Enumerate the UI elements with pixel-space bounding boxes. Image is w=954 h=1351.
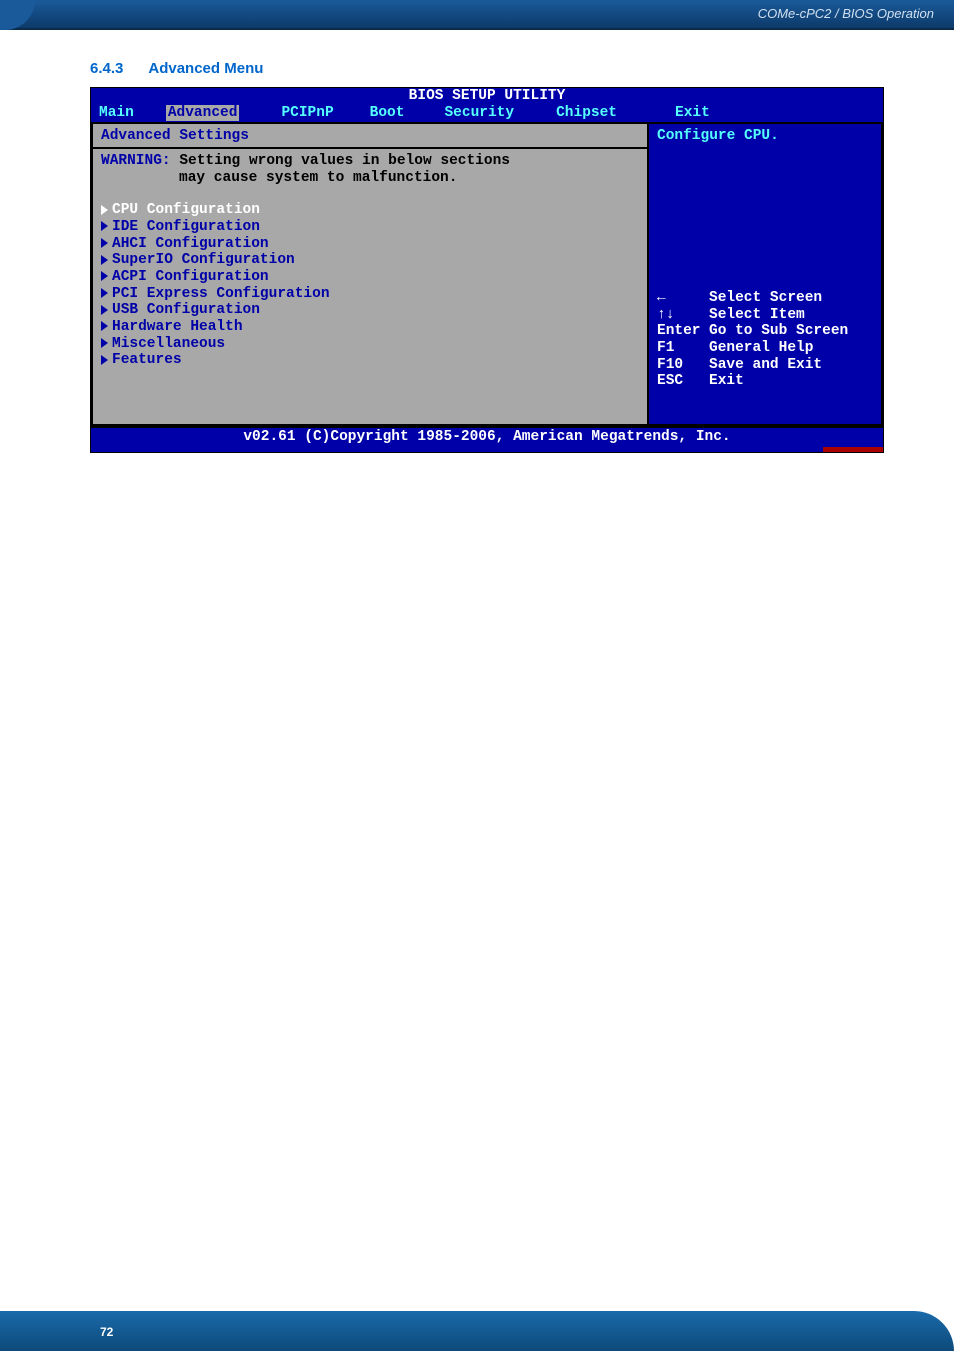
config-item-usb-configuration[interactable]: USB Configuration <box>101 302 639 319</box>
menu-tab-advanced[interactable]: Advanced <box>166 105 240 122</box>
config-item-label: Miscellaneous <box>112 336 225 352</box>
key-name: ← <box>657 290 709 307</box>
config-item-ahci-configuration[interactable]: AHCI Configuration <box>101 236 639 253</box>
header-breadcrumb: COMe-cPC2 / BIOS Operation <box>758 6 934 21</box>
section-heading: 6.4.3 Advanced Menu <box>90 60 884 77</box>
bios-bottom-strip <box>91 447 883 452</box>
submenu-arrow-icon <box>101 321 108 331</box>
key-description: Go to Sub Screen <box>709 323 848 340</box>
config-item-hardware-health[interactable]: Hardware Health <box>101 319 639 336</box>
config-item-label: SuperIO Configuration <box>112 252 295 268</box>
submenu-arrow-icon <box>101 255 108 265</box>
config-item-label: CPU Configuration <box>112 202 260 218</box>
key-help-block: ←Select Screen↑↓Select ItemEnterGo to Su… <box>657 290 873 390</box>
submenu-arrow-icon <box>101 205 108 215</box>
strip-segment <box>171 447 823 452</box>
key-help-row: EnterGo to Sub Screen <box>657 323 873 340</box>
config-item-label: AHCI Configuration <box>112 236 269 252</box>
config-item-label: Hardware Health <box>112 319 243 335</box>
menu-tab-main[interactable]: Main <box>99 105 134 122</box>
submenu-arrow-icon <box>101 305 108 315</box>
submenu-arrow-icon <box>101 338 108 348</box>
key-name: ESC <box>657 373 709 390</box>
menu-tab-chipset[interactable]: Chipset <box>556 105 617 122</box>
submenu-arrow-icon <box>101 238 108 248</box>
header-curve-decoration <box>0 0 35 30</box>
warning-row: WARNING: Setting wrong values in below s… <box>101 153 639 170</box>
bios-body: Advanced Settings WARNING: Setting wrong… <box>91 122 883 426</box>
page-footer-bar: 72 <box>0 1311 954 1351</box>
config-item-superio-configuration[interactable]: SuperIO Configuration <box>101 252 639 269</box>
advanced-settings-heading: Advanced Settings <box>101 128 639 145</box>
key-description: Exit <box>709 373 744 390</box>
spacer <box>657 390 873 420</box>
submenu-arrow-icon <box>101 288 108 298</box>
key-name: F1 <box>657 340 709 357</box>
key-help-row: ↑↓Select Item <box>657 307 873 324</box>
bios-setup-screen: BIOS SETUP UTILITY Main Advanced PCIPnP Boo… <box>90 87 884 453</box>
page-header-bar: COMe-cPC2 / BIOS Operation <box>0 0 954 30</box>
config-item-label: ACPI Configuration <box>112 269 269 285</box>
warning-text-1: Setting wrong values in below sections <box>179 153 510 169</box>
warning-text-2: may cause system to malfunction. <box>101 170 639 187</box>
key-name: ↑↓ <box>657 307 709 324</box>
section-number: 6.4.3 <box>90 60 123 77</box>
page-content: 6.4.3 Advanced Menu BIOS SETUP UTILITY Ma… <box>90 60 884 453</box>
strip-segment <box>91 447 171 452</box>
menu-tab-exit[interactable]: Exit <box>675 105 710 122</box>
key-help-row: F1General Help <box>657 340 873 357</box>
config-item-ide-configuration[interactable]: IDE Configuration <box>101 219 639 236</box>
config-item-label: Features <box>112 352 182 368</box>
key-help-row: F10Save and Exit <box>657 357 873 374</box>
bios-copyright-footer: v02.61 (C)Copyright 1985-2006, American … <box>91 426 883 447</box>
submenu-arrow-icon <box>101 355 108 365</box>
submenu-arrow-icon <box>101 221 108 231</box>
strip-segment <box>823 447 883 452</box>
key-description: Select Item <box>709 307 805 324</box>
warning-label: WARNING: <box>101 153 171 169</box>
config-item-label: IDE Configuration <box>112 219 260 235</box>
section-title: Advanced Menu <box>148 60 263 77</box>
menu-tab-boot[interactable]: Boot <box>370 105 405 122</box>
divider <box>93 147 647 149</box>
bios-title: BIOS SETUP UTILITY <box>91 88 883 105</box>
page-number: 72 <box>100 1325 113 1339</box>
context-help-text: Configure CPU. <box>657 128 873 145</box>
config-item-features[interactable]: Features <box>101 352 639 369</box>
bios-left-panel: Advanced Settings WARNING: Setting wrong… <box>91 122 648 426</box>
key-help-row: ←Select Screen <box>657 290 873 307</box>
key-name: Enter <box>657 323 709 340</box>
bios-right-panel: Configure CPU. ←Select Screen↑↓Select It… <box>648 122 883 426</box>
config-item-label: PCI Express Configuration <box>112 286 330 302</box>
menu-tab-security[interactable]: Security <box>444 105 514 122</box>
config-item-miscellaneous[interactable]: Miscellaneous <box>101 336 639 353</box>
key-help-row: ESCExit <box>657 373 873 390</box>
key-description: Select Screen <box>709 290 822 307</box>
spacer <box>657 145 873 290</box>
menu-tab-pcipnp[interactable]: PCIPnP <box>281 105 333 122</box>
key-description: Save and Exit <box>709 357 822 374</box>
config-item-label: USB Configuration <box>112 302 260 318</box>
bios-menu-bar: Main Advanced PCIPnP Boot Security Chipset Exi… <box>91 105 883 123</box>
config-item-cpu-configuration[interactable]: CPU Configuration <box>101 202 639 219</box>
key-name: F10 <box>657 357 709 374</box>
key-description: General Help <box>709 340 813 357</box>
submenu-arrow-icon <box>101 271 108 281</box>
config-item-pci-express-configuration[interactable]: PCI Express Configuration <box>101 286 639 303</box>
config-list: CPU ConfigurationIDE ConfigurationAHCI C… <box>101 202 639 369</box>
config-item-acpi-configuration[interactable]: ACPI Configuration <box>101 269 639 286</box>
spacer <box>101 186 639 202</box>
